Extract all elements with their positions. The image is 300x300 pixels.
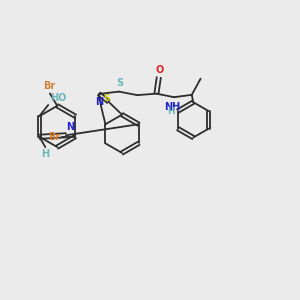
Text: HO: HO: [50, 94, 66, 103]
Text: S: S: [116, 78, 123, 88]
Text: Br: Br: [43, 81, 56, 92]
Text: H: H: [167, 107, 175, 116]
Text: S: S: [104, 94, 110, 103]
Text: N: N: [95, 97, 103, 106]
Text: Br: Br: [48, 132, 60, 142]
Text: H: H: [41, 149, 50, 159]
Text: O: O: [155, 65, 164, 75]
Text: NH: NH: [164, 103, 181, 112]
Text: N: N: [67, 122, 75, 132]
